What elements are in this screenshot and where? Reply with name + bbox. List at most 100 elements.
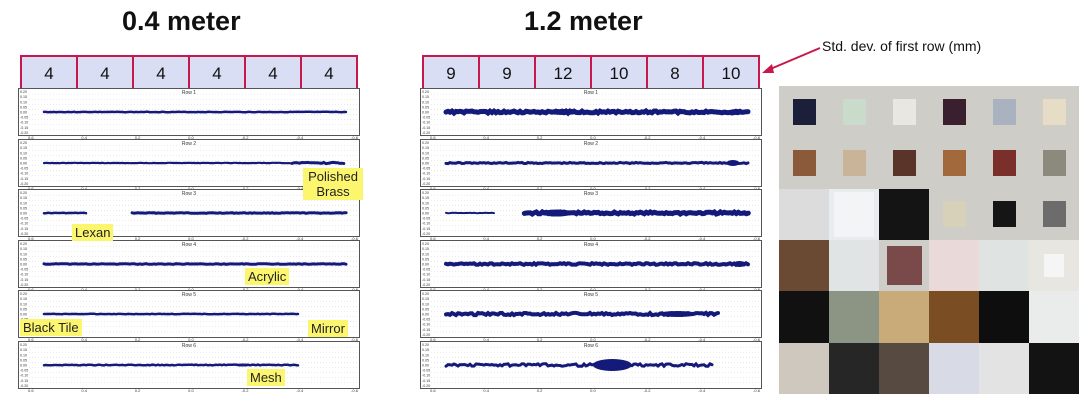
std-dev-cell: 9: [424, 57, 478, 91]
svg-text:-0.20: -0.20: [422, 383, 430, 387]
svg-text:-0.10: -0.10: [20, 171, 28, 175]
x-tick-label: 0.6: [430, 286, 436, 292]
x-tick-label: -0.6: [753, 337, 760, 342]
x-tick-label: 0.6: [28, 286, 34, 292]
svg-text:-0.10: -0.10: [422, 272, 430, 276]
svg-text:-0.05: -0.05: [422, 368, 430, 372]
material-sample: [979, 137, 1029, 189]
svg-text:-0.05: -0.05: [422, 116, 430, 120]
svg-text:0.15: 0.15: [20, 146, 27, 150]
svg-text:0.15: 0.15: [422, 247, 429, 251]
std-dev-cell: 8: [648, 57, 702, 91]
x-tick-label: -0.2: [241, 286, 249, 292]
std-dev-cell: 4: [246, 57, 300, 91]
material-sample: [779, 188, 829, 240]
material-sample: [979, 239, 1029, 292]
sample-tile: [1042, 201, 1066, 228]
svg-text:-0.20: -0.20: [20, 282, 28, 286]
svg-text:0.05: 0.05: [20, 257, 27, 261]
scan-trace: 0.200.150.100.050.00-0.05-0.10-0.15-0.20: [422, 191, 761, 236]
x-tick-label: -0.6: [351, 337, 358, 342]
sample-tile: [842, 98, 866, 125]
scan-plot-near-row-1: Row 1 0.20 0.15 0.10 0.05 0.00 -0.05 -0.10 -0.15…: [18, 88, 360, 136]
std-dev-cell: 4: [78, 57, 132, 91]
x-tick-label: 0.0: [590, 185, 596, 191]
row-label: Row 5: [181, 292, 197, 298]
svg-text:0.00: 0.00: [422, 161, 429, 165]
std-dev-cell: 4: [302, 57, 356, 91]
x-tick-label: -0.2: [241, 135, 249, 140]
x-tick-label: 0.6: [28, 337, 34, 342]
svg-text:-0.05: -0.05: [20, 267, 28, 271]
sample-tile: [892, 98, 916, 125]
svg-text:-0.20: -0.20: [20, 232, 28, 236]
label-mirror: Mirror: [308, 320, 348, 337]
x-tick-label: 0.0: [590, 286, 596, 292]
svg-text:-0.15: -0.15: [20, 378, 28, 382]
material-sample: [879, 188, 929, 240]
x-tick-label: 0.4: [483, 337, 489, 342]
svg-text:-0.15: -0.15: [20, 176, 28, 180]
sample-tile: [992, 150, 1016, 176]
svg-text:0.05: 0.05: [20, 105, 27, 109]
material-sample: [829, 86, 879, 138]
svg-text:0.05: 0.05: [422, 257, 429, 261]
x-tick-label: -0.2: [643, 387, 651, 393]
x-tick-label: -0.2: [643, 185, 651, 191]
std-dev-cell: 10: [592, 57, 646, 91]
x-tick-label: 0.0: [188, 286, 194, 292]
material-sample: [1029, 342, 1079, 394]
x-tick-label: -0.6: [753, 135, 760, 140]
svg-text:-0.15: -0.15: [422, 126, 430, 130]
material-sample: [979, 86, 1029, 138]
x-tick-row: 0.6 0.4 0.2 0.0 -0.2 -0.4 -0.6: [28, 388, 358, 393]
scan-trace: 0.200.150.100.050.00-0.05-0.10-0.15-0.20: [422, 292, 761, 337]
x-tick-label: 0.6: [430, 337, 436, 342]
svg-text:0.05: 0.05: [422, 105, 429, 109]
sample-tile: [792, 150, 816, 176]
svg-text:0.10: 0.10: [422, 252, 429, 256]
label-acrylic: Acrylic: [245, 268, 290, 285]
x-tick-label: 0.6: [430, 387, 436, 393]
x-tick-label: -0.6: [351, 387, 358, 393]
x-tick-row: 0.6 0.4 0.2 0.0 -0.2 -0.4 -0.6: [430, 337, 760, 342]
svg-text:-0.05: -0.05: [422, 318, 430, 322]
sample-tile: [892, 150, 916, 176]
label-black-tile: Black Tile: [20, 319, 82, 336]
sample-tile: [834, 191, 874, 237]
svg-text:0.00: 0.00: [422, 111, 429, 115]
x-tick-label: -0.4: [296, 337, 304, 342]
material-sample: [979, 291, 1029, 343]
x-tick-label: 0.6: [28, 236, 34, 241]
x-tick-label: -0.4: [698, 135, 706, 140]
scan-plot-near-row-6: Row 6 0.20 0.15 0.10 0.05 0.00 -0.05 -0.10 -0.15…: [18, 340, 360, 389]
scan-plot-far-row-4: Row 4 0.20 0.15 0.10 0.05 0.00 -0.05 -0.10 -0.15…: [420, 239, 762, 288]
material-sample: [779, 86, 829, 138]
x-tick-row: 0.6 0.4 0.2 0.0 -0.2 -0.4 -0.6: [28, 337, 358, 342]
row-label: Row 1: [181, 90, 197, 96]
scan-trace: 0.200.150.100.050.00-0.05-0.10-0.15-0.20: [422, 343, 761, 387]
x-tick-label: 0.0: [590, 337, 596, 342]
x-tick-label: -0.4: [698, 286, 706, 292]
std-dev-cell: 4: [190, 57, 244, 91]
std-dev-cell: 9: [480, 57, 534, 91]
x-tick-label: 0.0: [188, 236, 194, 241]
sample-tile: [1042, 98, 1066, 125]
svg-text:0.00: 0.00: [20, 111, 27, 115]
row-label: Row 2: [583, 140, 599, 147]
x-tick-label: 0.6: [28, 387, 34, 393]
sample-tile: [886, 245, 922, 286]
svg-text:0.20: 0.20: [20, 343, 27, 347]
x-tick-label: 0.2: [134, 286, 141, 292]
x-tick-label: -0.4: [296, 387, 304, 393]
svg-text:0.20: 0.20: [20, 141, 27, 145]
x-tick-label: -0.6: [351, 286, 358, 292]
material-sample: [1029, 239, 1079, 292]
svg-text:-0.15: -0.15: [422, 328, 430, 332]
material-sample: [779, 239, 829, 292]
svg-text:-0.20: -0.20: [20, 383, 28, 387]
svg-text:0.05: 0.05: [422, 307, 429, 311]
material-sample: [929, 137, 979, 189]
svg-text:-0.20: -0.20: [422, 181, 430, 185]
svg-text:-0.15: -0.15: [422, 227, 430, 231]
